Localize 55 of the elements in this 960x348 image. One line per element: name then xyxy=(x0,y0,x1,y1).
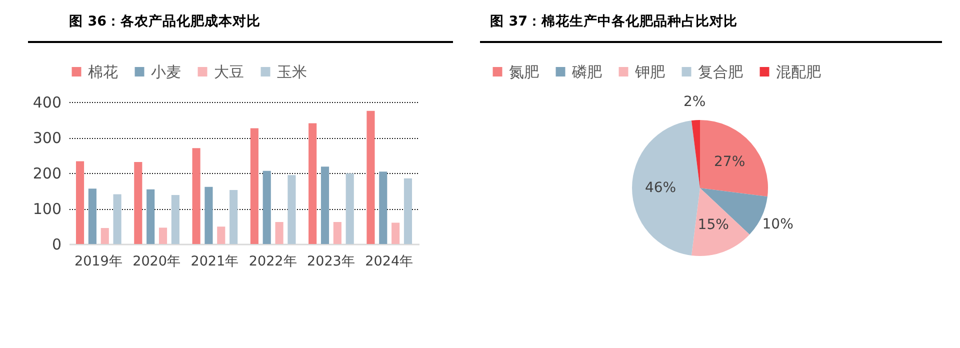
chart-title: 图 36：各农产品化肥成本对比 xyxy=(69,12,260,30)
bar xyxy=(100,228,109,244)
data-label: 46% xyxy=(644,180,676,196)
legend-label: 混配肥 xyxy=(776,62,821,81)
legend-label: 小麦 xyxy=(151,62,181,81)
pie-slice xyxy=(632,120,700,256)
legend-label: 复合肥 xyxy=(698,62,743,81)
bar xyxy=(288,175,296,244)
bar xyxy=(192,148,200,244)
y-tick-label: 300 xyxy=(32,129,62,147)
bar xyxy=(379,172,388,244)
bar xyxy=(392,222,400,244)
x-tick-label: 2021年 xyxy=(190,254,240,270)
bar xyxy=(250,128,258,244)
bar xyxy=(113,194,122,244)
legend-label: 玉米 xyxy=(277,62,307,81)
y-tick-label: 100 xyxy=(32,200,62,218)
bar xyxy=(171,195,180,244)
chart-title: 图 37：棉花生产中各化肥品种占比对比 xyxy=(490,12,738,30)
legend-label: 大豆 xyxy=(214,62,244,81)
data-label: 10% xyxy=(762,216,794,233)
bar xyxy=(320,166,330,244)
bar xyxy=(217,226,226,244)
x-tick-label: 2022年 xyxy=(248,254,298,270)
legend-label: 磷肥 xyxy=(571,62,602,81)
bar xyxy=(308,123,317,244)
bar xyxy=(230,190,238,244)
bar xyxy=(262,170,271,244)
y-tick-label: 400 xyxy=(32,94,62,112)
x-tick-label: 2019年 xyxy=(74,254,123,270)
legend-label: 氮肥 xyxy=(509,62,539,81)
bar xyxy=(158,228,168,244)
legend-label: 钾肥 xyxy=(634,62,665,81)
bar xyxy=(366,110,375,244)
bar xyxy=(204,186,213,244)
pie-slice xyxy=(691,188,750,256)
pie-slice xyxy=(700,120,768,197)
bar xyxy=(404,178,412,244)
y-tick-label: 0 xyxy=(52,236,62,254)
bar xyxy=(333,222,342,244)
bar xyxy=(134,162,142,244)
bar xyxy=(275,222,284,244)
x-tick-label: 2023年 xyxy=(307,254,356,270)
bar xyxy=(146,189,155,244)
data-label: 27% xyxy=(714,154,746,170)
data-label: 15% xyxy=(698,217,729,234)
y-tick-label: 200 xyxy=(32,164,62,182)
legend-label: 棉花 xyxy=(88,62,118,81)
x-tick-label: 2020年 xyxy=(132,254,181,270)
x-tick-label: 2024年 xyxy=(365,254,414,270)
data-label: 2% xyxy=(683,94,706,110)
bar xyxy=(88,188,96,244)
bar xyxy=(346,173,354,244)
bar xyxy=(76,161,84,244)
pie-slice xyxy=(691,120,700,188)
